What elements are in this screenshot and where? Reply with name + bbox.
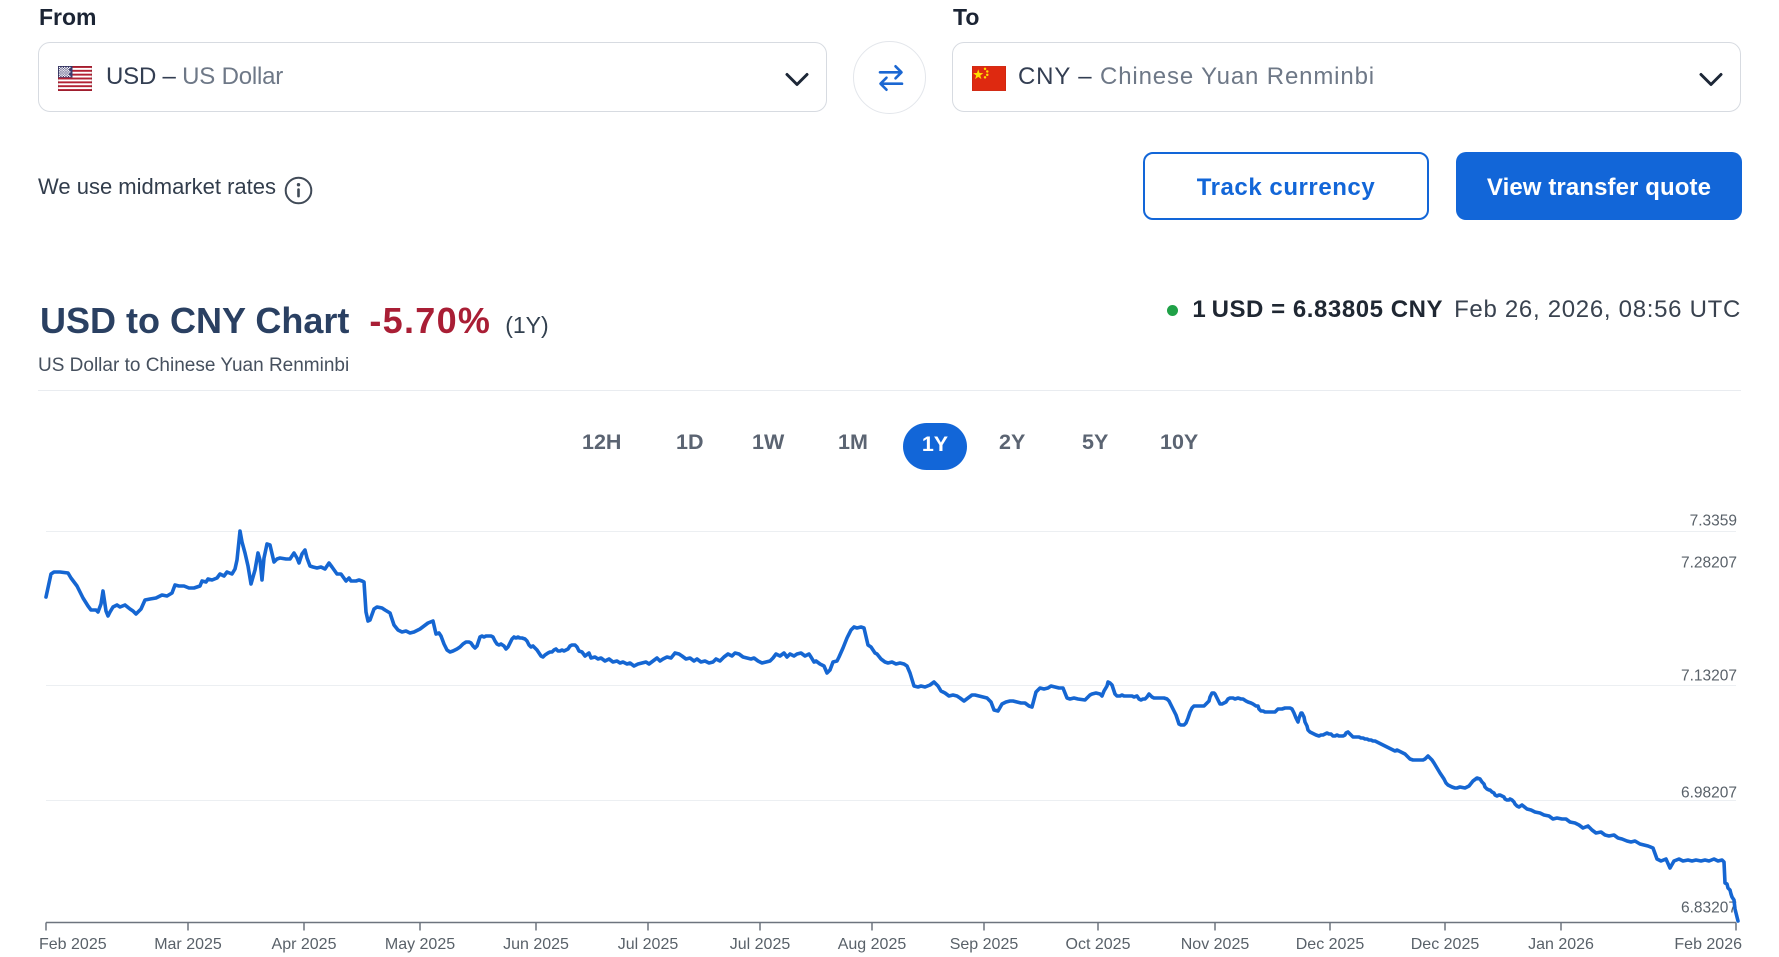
svg-text:6.83207: 6.83207 — [1681, 900, 1737, 917]
svg-text:Feb 2025: Feb 2025 — [39, 936, 107, 953]
svg-text:7.13207: 7.13207 — [1681, 668, 1737, 685]
svg-text:Mar 2025: Mar 2025 — [154, 936, 222, 953]
svg-text:Oct 2025: Oct 2025 — [1066, 936, 1131, 953]
svg-text:Aug 2025: Aug 2025 — [838, 936, 907, 953]
svg-text:6.98207: 6.98207 — [1681, 785, 1737, 802]
svg-text:Jun 2025: Jun 2025 — [503, 936, 569, 953]
svg-text:Jul 2025: Jul 2025 — [730, 936, 791, 953]
svg-text:Dec 2025: Dec 2025 — [1411, 936, 1480, 953]
svg-text:Nov 2025: Nov 2025 — [1181, 936, 1250, 953]
svg-text:Apr 2025: Apr 2025 — [272, 936, 337, 953]
svg-text:Feb 2026: Feb 2026 — [1674, 936, 1742, 953]
svg-text:7.3359: 7.3359 — [1690, 513, 1737, 530]
svg-text:7.28207: 7.28207 — [1681, 555, 1737, 572]
svg-text:Sep 2025: Sep 2025 — [950, 936, 1019, 953]
svg-text:Jan 2026: Jan 2026 — [1528, 936, 1594, 953]
svg-text:Dec 2025: Dec 2025 — [1296, 936, 1365, 953]
svg-text:Jul 2025: Jul 2025 — [618, 936, 679, 953]
svg-text:May 2025: May 2025 — [385, 936, 455, 953]
